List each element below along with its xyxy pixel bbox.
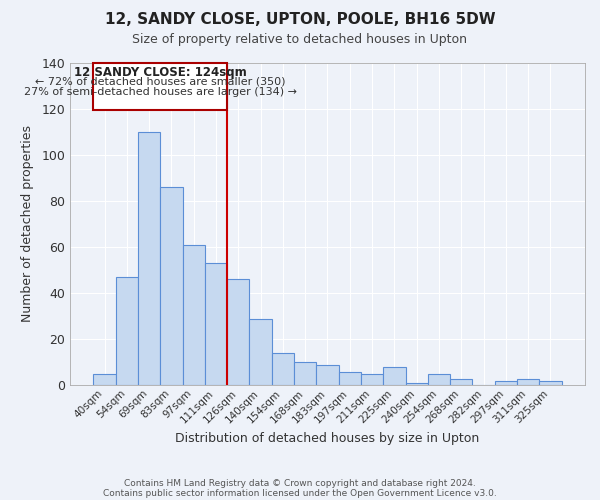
Bar: [116, 277, 138, 386]
Bar: [383, 367, 406, 386]
Text: 12, SANDY CLOSE, UPTON, POOLE, BH16 5DW: 12, SANDY CLOSE, UPTON, POOLE, BH16 5DW: [104, 12, 496, 28]
FancyBboxPatch shape: [94, 62, 227, 110]
Bar: [160, 187, 182, 386]
Bar: [316, 364, 338, 386]
Text: ← 72% of detached houses are smaller (350): ← 72% of detached houses are smaller (35…: [35, 76, 286, 86]
Bar: [294, 362, 316, 386]
Text: Size of property relative to detached houses in Upton: Size of property relative to detached ho…: [133, 32, 467, 46]
Bar: [250, 318, 272, 386]
Text: 12 SANDY CLOSE: 124sqm: 12 SANDY CLOSE: 124sqm: [74, 66, 247, 79]
Bar: [517, 378, 539, 386]
Bar: [406, 383, 428, 386]
Text: 27% of semi-detached houses are larger (134) →: 27% of semi-detached houses are larger (…: [24, 86, 297, 97]
Bar: [205, 263, 227, 386]
Text: Contains HM Land Registry data © Crown copyright and database right 2024.: Contains HM Land Registry data © Crown c…: [124, 478, 476, 488]
X-axis label: Distribution of detached houses by size in Upton: Distribution of detached houses by size …: [175, 432, 479, 445]
Bar: [361, 374, 383, 386]
Bar: [539, 381, 562, 386]
Bar: [338, 372, 361, 386]
Bar: [138, 132, 160, 386]
Bar: [94, 374, 116, 386]
Text: Contains public sector information licensed under the Open Government Licence v3: Contains public sector information licen…: [103, 488, 497, 498]
Bar: [182, 244, 205, 386]
Bar: [450, 378, 472, 386]
Bar: [272, 353, 294, 386]
Bar: [227, 280, 250, 386]
Y-axis label: Number of detached properties: Number of detached properties: [21, 126, 34, 322]
Bar: [428, 374, 450, 386]
Bar: [495, 381, 517, 386]
